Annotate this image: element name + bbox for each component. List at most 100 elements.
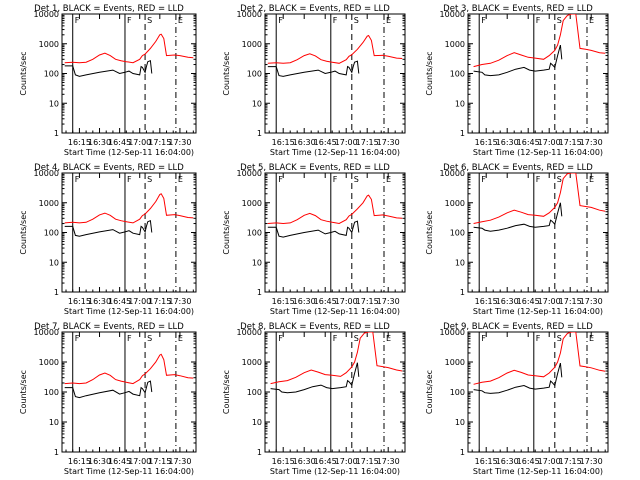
x-tick-label: 16:45 (517, 297, 540, 306)
x-tick-label: 17:15 (559, 138, 582, 147)
marker-label-s: S (557, 175, 562, 184)
y-tick-label: 10000 (34, 169, 59, 178)
marker-label-f: F (127, 16, 132, 25)
y-axis-label: Counts/sec (19, 210, 28, 254)
x-tick-label: 16:30 (293, 457, 316, 466)
marker-label-s: S (557, 334, 562, 343)
x-tick-label: 17:00 (128, 297, 151, 306)
y-tick-label: 10 (49, 418, 59, 427)
x-tick-label: 16:15 (272, 297, 295, 306)
y-tick-label: 10 (455, 418, 465, 427)
x-tick-label: 16:45 (517, 457, 540, 466)
marker-label-e: E (589, 334, 594, 343)
events-series-line (64, 60, 153, 77)
panel-det-4: Det 4, BLACK = Events, RED = LLD 1 10 100 10… (19, 163, 197, 316)
panel-title: Det 2, BLACK = Events, RED = LLD (240, 4, 390, 14)
y-tick-label: 1 (54, 448, 59, 457)
x-axis-label: Start Time (12-Sep-11 16:04:00) (270, 467, 400, 476)
lld-series-line (64, 33, 194, 64)
y-axis-label: Counts/sec (222, 370, 231, 414)
y-tick-label: 100 (450, 229, 465, 238)
x-axis-label: Start Time (12-Sep-11 16:04:00) (473, 148, 603, 157)
x-tick-label: 17:30 (580, 297, 603, 306)
marker-label-f: F (278, 334, 283, 343)
marker-label-s: S (354, 334, 359, 343)
panel-title: Det 3, BLACK = Events, RED = LLD (443, 4, 593, 14)
events-series-line (473, 202, 563, 232)
marker-label-f: F (278, 16, 283, 25)
y-tick-label: 1 (257, 288, 262, 297)
panel-title: Det 7, BLACK = Events, RED = LLD (34, 322, 184, 332)
x-tick-label: 16:30 (496, 138, 519, 147)
x-tick-label: 16:15 (475, 297, 498, 306)
x-tick-label: 17:30 (580, 138, 603, 147)
x-tick-label: 16:15 (272, 457, 295, 466)
panel-title: Det 8, BLACK = Events, RED = LLD (240, 322, 390, 332)
x-tick-label: 16:30 (88, 297, 111, 306)
y-axis-label: Counts/sec (19, 51, 28, 95)
x-tick-label: 17:30 (168, 138, 191, 147)
x-tick-label: 16:45 (108, 457, 131, 466)
panel-det-1: Det 1, BLACK = Events, RED = LLD 1 10 100 10… (19, 4, 197, 157)
marker-label-s: S (354, 175, 359, 184)
y-tick-label: 1000 (39, 358, 59, 367)
x-tick-label: 16:45 (517, 138, 540, 147)
marker-label-f: F (75, 334, 80, 343)
y-tick-label: 1000 (445, 358, 465, 367)
x-tick-label: 16:30 (293, 138, 316, 147)
y-tick-label: 100 (247, 229, 262, 238)
panel-title: Det 1, BLACK = Events, RED = LLD (34, 4, 184, 14)
y-tick-label: 1 (54, 288, 59, 297)
panel-det-3: Det 3, BLACK = Events, RED = LLD 1 10 100 10… (425, 4, 609, 157)
x-tick-label: 16:45 (314, 138, 337, 147)
x-tick-label: 17:30 (377, 138, 400, 147)
events-series-line (270, 362, 360, 394)
y-tick-label: 10000 (34, 10, 59, 19)
x-tick-label: 17:00 (538, 138, 561, 147)
y-tick-label: 1 (460, 448, 465, 457)
x-tick-label: 17:15 (356, 297, 379, 306)
x-tick-label: 17:30 (580, 457, 603, 466)
x-tick-label: 16:15 (475, 457, 498, 466)
marker-label-f: F (75, 175, 80, 184)
events-series-line (267, 60, 360, 77)
y-tick-label: 10 (49, 99, 59, 108)
x-tick-label: 16:15 (68, 138, 91, 147)
y-tick-label: 100 (450, 70, 465, 79)
x-tick-label: 17:00 (538, 457, 561, 466)
panel-title: Det 5, BLACK = Events, RED = LLD (240, 163, 390, 173)
y-tick-label: 1000 (39, 199, 59, 208)
marker-label-f: F (127, 334, 132, 343)
x-axis-label: Start Time (12-Sep-11 16:04:00) (473, 467, 603, 476)
y-axis-label: Counts/sec (425, 51, 434, 95)
y-tick-label: 1000 (445, 199, 465, 208)
marker-label-e: E (178, 16, 183, 25)
lld-series-line (473, 14, 606, 68)
marker-label-f: F (536, 175, 541, 184)
marker-label-s: S (147, 334, 152, 343)
y-tick-label: 100 (44, 70, 59, 79)
panel-title: Det 9, BLACK = Events, RED = LLD (443, 322, 593, 332)
x-tick-label: 17:00 (128, 457, 151, 466)
x-tick-label: 17:00 (128, 138, 151, 147)
x-tick-label: 17:15 (356, 138, 379, 147)
x-tick-label: 17:15 (559, 297, 582, 306)
marker-label-f: F (536, 16, 541, 25)
x-tick-label: 16:15 (68, 457, 91, 466)
y-axis-label: Counts/sec (425, 210, 434, 254)
x-tick-label: 16:30 (496, 457, 519, 466)
y-tick-label: 1 (257, 448, 262, 457)
y-tick-label: 100 (247, 70, 262, 79)
panel-title: Det 6, BLACK = Events, RED = LLD (443, 163, 593, 173)
y-tick-label: 10000 (440, 328, 465, 337)
y-tick-label: 10000 (34, 328, 59, 337)
x-tick-label: 17:30 (168, 297, 191, 306)
events-series-line (267, 220, 360, 238)
y-axis-label: Counts/sec (222, 51, 231, 95)
lld-series-line (64, 193, 194, 224)
panel-det-5: Det 5, BLACK = Events, RED = LLD 1 10 100 10… (222, 163, 406, 316)
x-tick-label: 16:30 (88, 457, 111, 466)
y-tick-label: 10 (455, 258, 465, 267)
panel-title: Det 4, BLACK = Events, RED = LLD (34, 163, 184, 173)
